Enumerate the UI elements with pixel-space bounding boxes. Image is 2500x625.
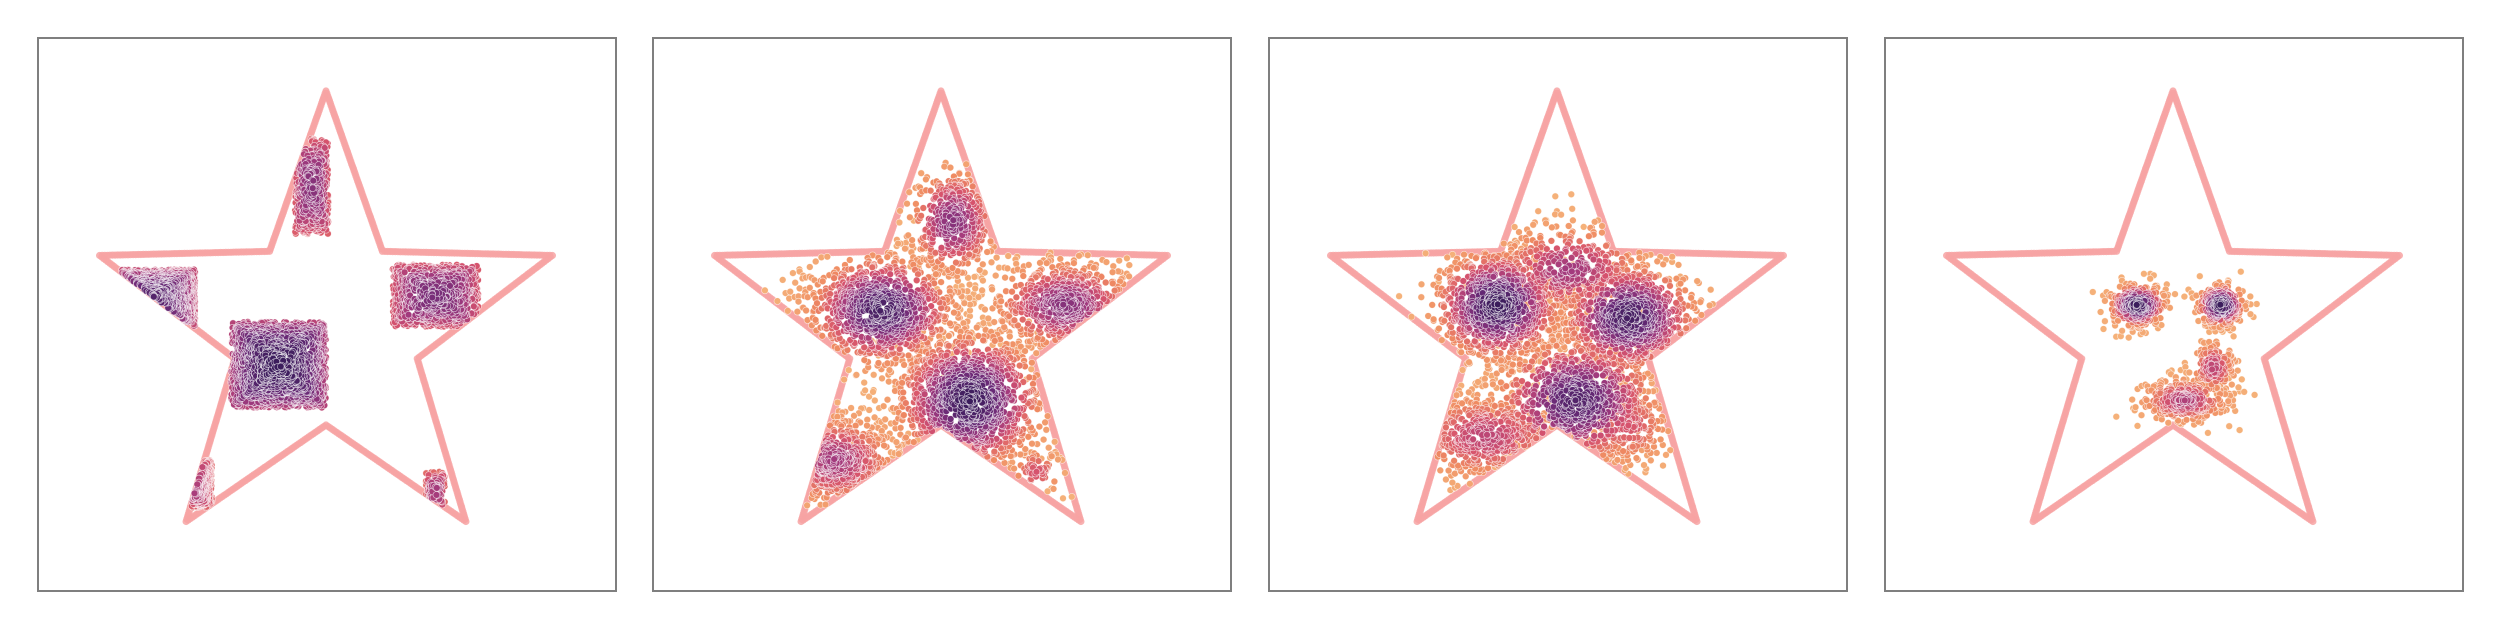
sample-point [198, 463, 207, 471]
sample-point [193, 480, 202, 489]
sample-point [404, 311, 413, 319]
sample-point [309, 177, 317, 185]
sample-point [400, 268, 409, 277]
scatter-plot-2 [711, 87, 1171, 526]
sample-points [118, 134, 482, 512]
panel-1 [37, 37, 617, 592]
sample-point [309, 184, 317, 192]
sample-point [470, 302, 478, 311]
scatter-plot-1 [96, 87, 556, 526]
sample-point [432, 491, 441, 499]
star-boundary [96, 87, 556, 526]
panel-2 [652, 37, 1232, 592]
sample-point [150, 293, 158, 301]
sample-point [433, 484, 441, 492]
sample-point [277, 362, 285, 371]
sample-point [321, 144, 329, 152]
boundary-point [321, 89, 329, 97]
sample-point [428, 293, 436, 302]
sample-point [190, 489, 199, 497]
